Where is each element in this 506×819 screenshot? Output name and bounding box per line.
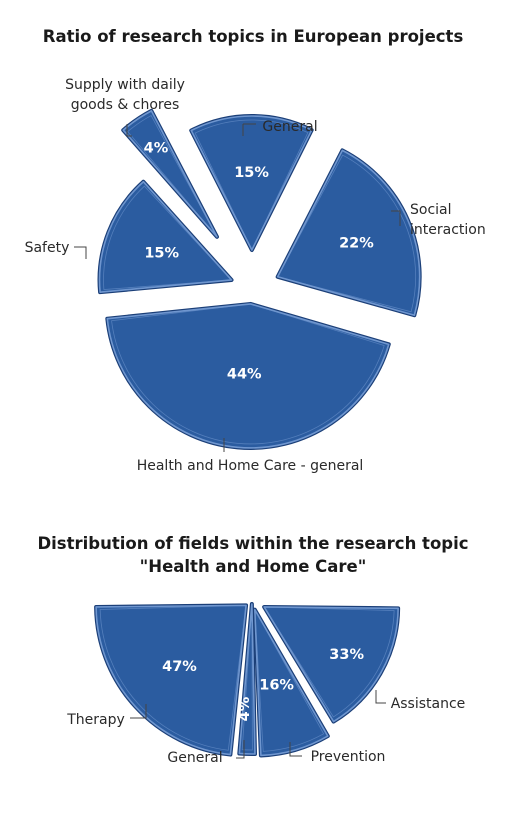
slice-supply-with-daily-goods-chores: 4%: [121, 108, 219, 239]
pie-chart-topics: 4% 15% 22% 44% 15% Supply with daily goods & c…: [25, 77, 486, 474]
chart2-title-line2: "Health and Home Care": [140, 557, 367, 576]
chart2-title-line1: Distribution of fields within the resear…: [37, 534, 468, 553]
slice2-assistance: 33%: [262, 604, 401, 724]
chart1-title: Ratio of research topics in European pro…: [43, 27, 464, 46]
slice2-therapy: 47%: [94, 603, 249, 757]
label2-prevention: Prevention: [311, 749, 386, 765]
slice2-assistance-value-label: 33%: [329, 647, 364, 663]
slice-safety-value-label: 15%: [144, 246, 179, 262]
slice-social-interaction: 22%: [275, 148, 422, 318]
slice2-general-value-label: 4%: [237, 696, 253, 721]
label2-general: General: [167, 750, 222, 766]
slice2-prevention: 16%: [252, 607, 330, 758]
slice-general-value-label: 15%: [234, 165, 269, 181]
label2-therapy: Therapy: [66, 712, 125, 728]
slice-safety: 15%: [97, 179, 234, 295]
pie-chart-health-fields: 33% 16% 4% 47% Therapy General Prevention Assis…: [66, 602, 466, 766]
label-safety: Safety: [25, 240, 70, 256]
slice-social-interaction-value-label: 22%: [339, 235, 374, 251]
slice2-prevention-value-label: 16%: [259, 678, 294, 694]
slice-supply-with-daily-goods-chores-value-label: 4%: [144, 141, 169, 157]
slice-general: 15%: [189, 114, 314, 252]
slice-health-and-home-care-general: 44%: [105, 301, 391, 450]
slice2-therapy-value-label: 47%: [162, 659, 197, 675]
label-health-and-home-care-general: Health and Home Care - general: [137, 458, 364, 474]
label-general: General: [262, 119, 317, 135]
label-supply-with-daily-goods-chores: Supply with daily goods & chores: [65, 77, 185, 113]
label2-assistance: Assistance: [391, 696, 466, 712]
slice2-general: 4%: [237, 602, 258, 756]
label-social-interaction: Social interaction: [410, 202, 486, 238]
slice-health-and-home-care-general-value-label: 44%: [227, 367, 262, 383]
